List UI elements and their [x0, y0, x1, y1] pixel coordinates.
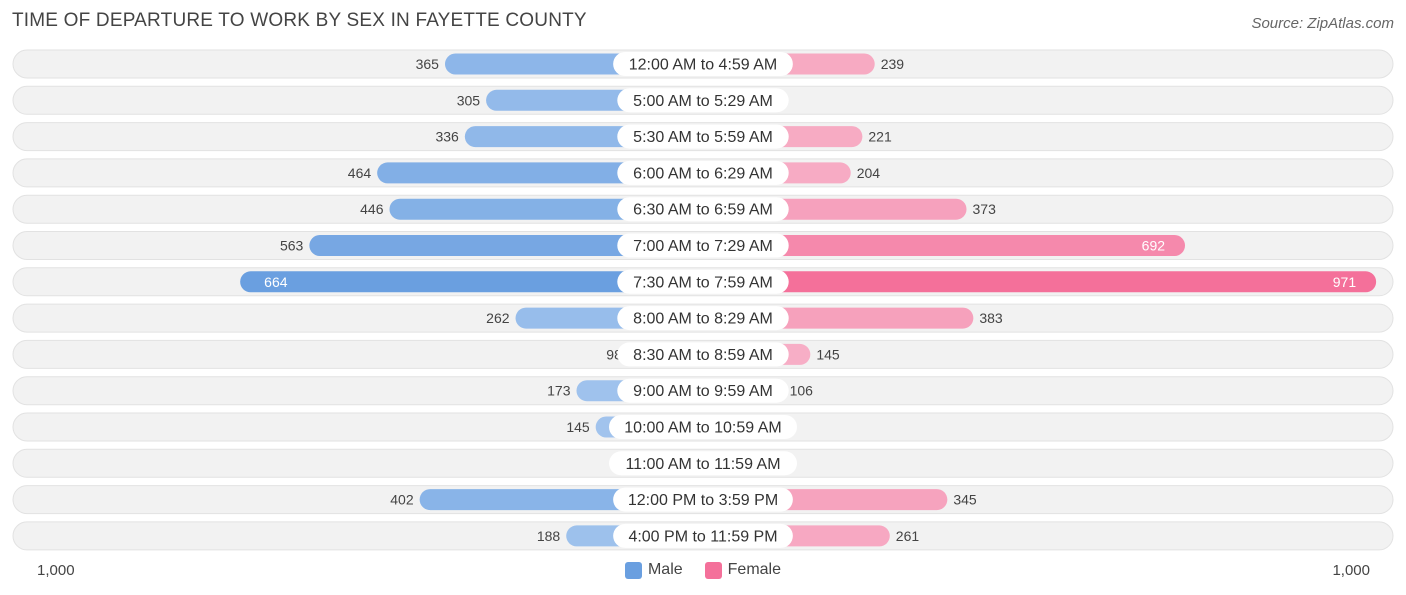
- value-label-female: 204: [857, 165, 881, 181]
- value-label-male: 173: [547, 383, 571, 399]
- value-label-female: 383: [979, 310, 1003, 326]
- value-label-male: 664: [264, 274, 288, 290]
- bar-female: [695, 271, 1377, 293]
- legend-label-male: Male: [647, 561, 683, 578]
- value-label-male: 563: [280, 238, 304, 254]
- value-label-male: 305: [457, 92, 481, 108]
- category-label: 6:00 AM to 6:29 AM: [633, 165, 773, 182]
- category-label: 10:00 AM to 10:59 AM: [624, 420, 781, 437]
- category-pill: [617, 124, 789, 149]
- legend-swatch-male: [624, 561, 642, 579]
- category-pill: [613, 52, 793, 76]
- category-label: 12:00 PM to 3:59 PM: [628, 492, 778, 509]
- category-label: 7:30 AM to 7:59 AM: [633, 274, 773, 291]
- category-pill: [617, 269, 789, 294]
- category-pill: [617, 306, 789, 331]
- value-label-female: 106: [790, 383, 814, 399]
- value-label-male: 145: [566, 419, 590, 435]
- legend-item-male: Male: [624, 561, 683, 579]
- legend-item-female: Female: [704, 561, 782, 579]
- value-label-male: 262: [486, 310, 510, 326]
- axis-right-label: 1,000: [1332, 562, 1370, 579]
- category-pill: [609, 451, 797, 476]
- value-label-female: 239: [881, 56, 905, 72]
- chart-title: TIME OF DEPARTURE TO WORK BY SEX IN FAYE…: [12, 10, 587, 31]
- value-label-female: 261: [896, 528, 920, 544]
- category-pill: [617, 88, 789, 113]
- category-label: 5:30 AM to 5:59 AM: [633, 129, 773, 146]
- axis-left-label: 1,000: [37, 562, 75, 579]
- category-label: 6:30 AM to 6:59 AM: [633, 202, 773, 219]
- bar-female: [695, 235, 1186, 256]
- value-label-male: 336: [435, 129, 459, 145]
- legend-label-female: Female: [727, 561, 782, 578]
- category-label: 12:00 AM to 4:59 AM: [629, 57, 778, 74]
- category-label: 7:00 AM to 7:29 AM: [633, 238, 773, 255]
- category-pill: [609, 415, 797, 439]
- value-label-female: 373: [973, 201, 997, 217]
- category-label: 5:00 AM to 5:29 AM: [633, 93, 773, 110]
- value-label-female: 345: [953, 492, 977, 508]
- category-label: 9:00 AM to 9:59 AM: [633, 383, 773, 400]
- category-pill: [617, 342, 789, 367]
- value-label-male: 365: [416, 56, 440, 72]
- value-label-female: 971: [1333, 274, 1357, 290]
- category-pill: [613, 487, 793, 512]
- category-label: 4:00 PM to 11:59 PM: [628, 528, 777, 545]
- category-label: 8:00 AM to 8:29 AM: [633, 311, 773, 328]
- category-pill: [613, 523, 793, 548]
- value-label-male: 464: [348, 165, 372, 181]
- category-pill: [617, 197, 789, 222]
- source-label: Source: ZipAtlas.com: [1251, 15, 1394, 32]
- value-label-male: 188: [537, 528, 561, 544]
- value-label-male: 446: [360, 201, 384, 217]
- category-pill: [617, 378, 789, 403]
- bar-male: [240, 271, 711, 293]
- value-label-female: 692: [1142, 238, 1166, 254]
- bar-male: [309, 235, 711, 256]
- category-label: 8:30 AM to 8:59 AM: [633, 347, 773, 364]
- legend: Male Female: [0, 561, 1406, 579]
- category-pill: [617, 160, 789, 185]
- value-label-female: 145: [816, 346, 840, 362]
- category-label: 11:00 AM to 11:59 AM: [625, 456, 780, 473]
- legend-swatch-female: [704, 561, 722, 579]
- category-pill: [617, 233, 789, 258]
- value-label-male: 402: [390, 492, 414, 508]
- value-label-female: 221: [868, 129, 892, 145]
